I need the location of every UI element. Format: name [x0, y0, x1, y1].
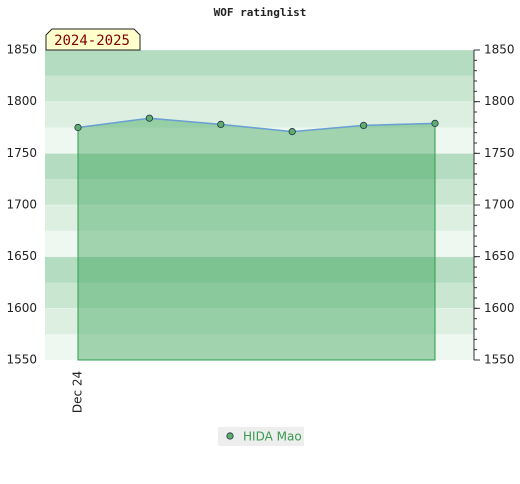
background-band	[45, 308, 474, 335]
y-tick-label: 1800	[484, 94, 515, 108]
point	[288, 128, 296, 136]
annotation: 2024-2025	[54, 33, 130, 49]
y-tick-label: 1550	[6, 353, 37, 367]
annotation-box	[45, 28, 141, 51]
y-tick-label: 1750	[484, 146, 515, 160]
legend-label: HIDA Mao	[243, 430, 302, 444]
y-tick-label: 1700	[484, 198, 515, 212]
y-tick-label: 1750	[6, 146, 37, 160]
point	[431, 119, 439, 127]
background-band	[45, 50, 474, 76]
y-tick-label: 1600	[484, 301, 515, 315]
y-tick-label: 1850	[6, 43, 37, 57]
x-tick-label: Dec 24	[71, 371, 85, 413]
background-band	[45, 153, 474, 180]
background-band	[45, 75, 474, 102]
y-tick-label: 1700	[6, 198, 37, 212]
background-band	[45, 230, 474, 257]
y-tick-label: 1650	[6, 249, 37, 263]
background-band	[45, 205, 474, 231]
background-band	[45, 127, 474, 154]
point	[217, 120, 225, 129]
y-tick-label: 1800	[6, 94, 37, 108]
background-band	[45, 282, 474, 309]
y-tick-label: 1550	[484, 353, 515, 367]
chart-title: WOF ratinglist	[214, 6, 307, 19]
background-band	[45, 334, 474, 360]
point	[74, 123, 82, 132]
y-tick-label: 1650	[484, 249, 515, 263]
background-band	[45, 256, 474, 283]
y-tick-label: 1850	[484, 43, 515, 57]
point	[145, 114, 153, 122]
y-tick-label: 1600	[6, 301, 37, 315]
legend-box	[218, 427, 304, 446]
area	[77, 117, 436, 361]
point	[359, 121, 368, 130]
legend-marker	[226, 432, 234, 440]
background-band	[45, 179, 474, 205]
line	[77, 117, 436, 133]
